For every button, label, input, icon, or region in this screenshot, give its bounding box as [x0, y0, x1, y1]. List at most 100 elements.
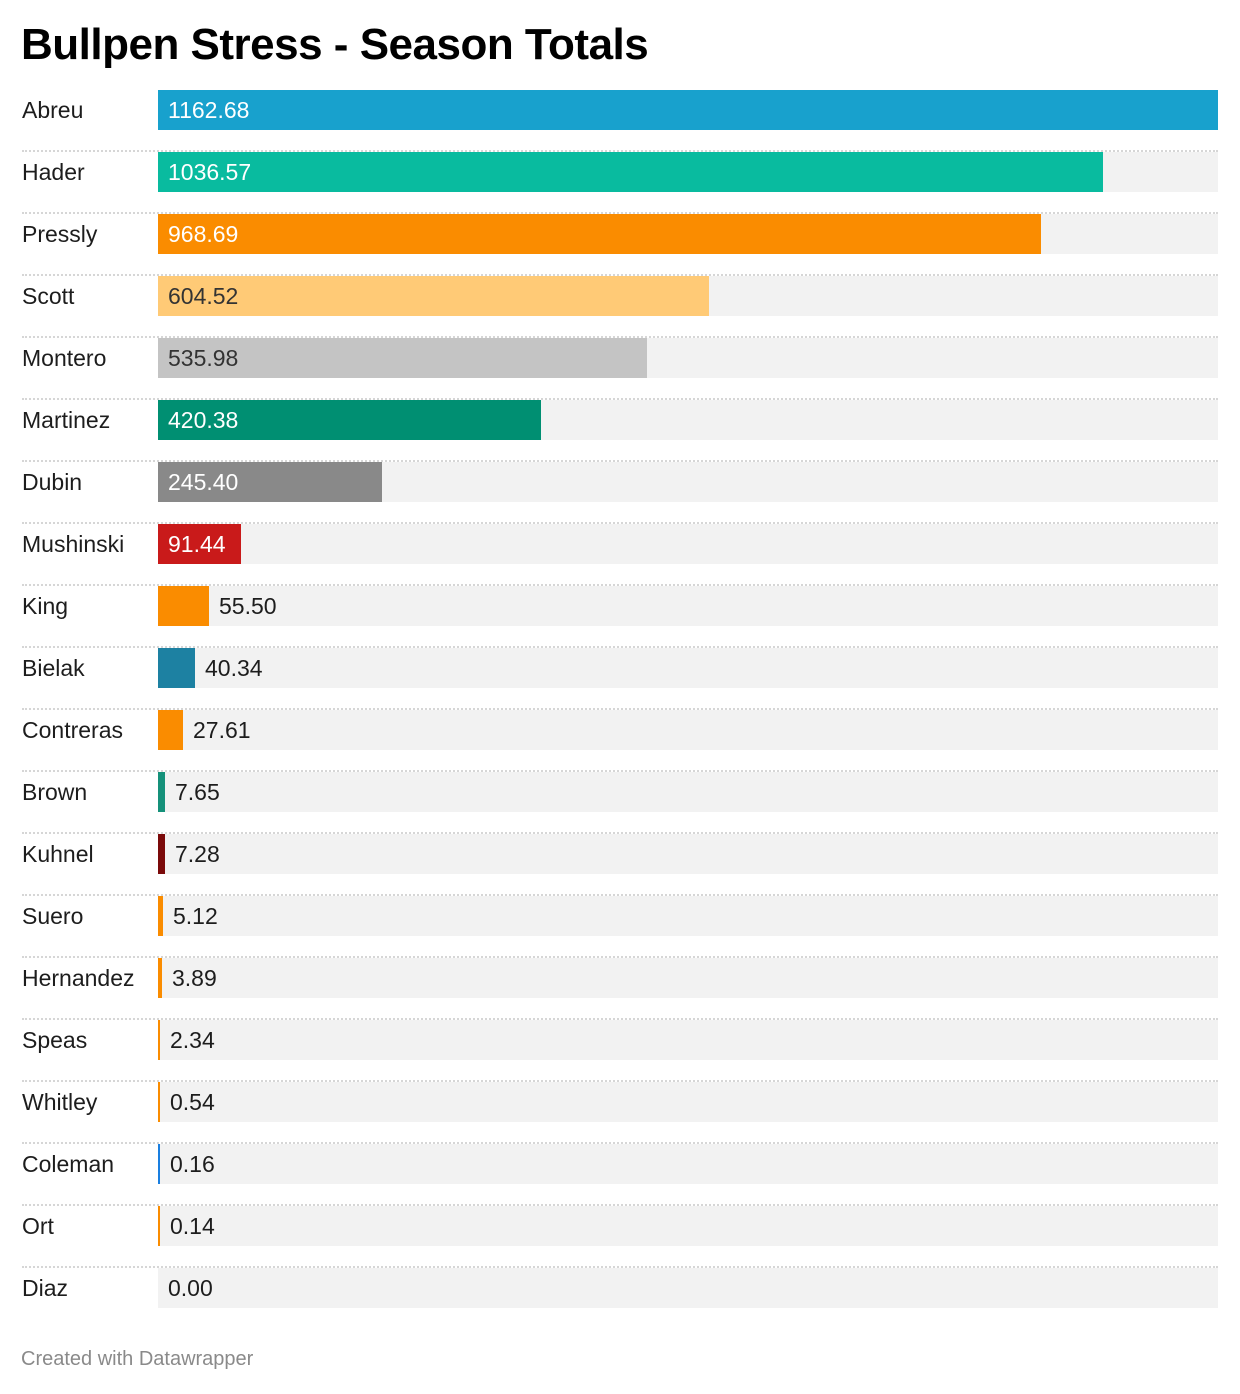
category-label: Abreu — [22, 97, 84, 123]
bar — [158, 586, 209, 626]
value-label: 245.40 — [168, 469, 239, 495]
row-separator — [22, 1204, 1218, 1206]
bar-row: Mushinski 91.44 — [22, 524, 1218, 586]
bar-track: 1162.68 — [158, 90, 1218, 130]
row-separator — [22, 646, 1218, 648]
bar-track: 7.28 — [158, 834, 1218, 874]
category-label: Kuhnel — [22, 841, 94, 867]
bar-track: 0.14 — [158, 1206, 1218, 1246]
category-label: Speas — [22, 1027, 88, 1053]
bar-track: 968.69 — [158, 214, 1218, 254]
bar — [158, 1206, 160, 1246]
row-separator — [22, 894, 1218, 896]
bar — [158, 648, 195, 688]
bar-track: 535.98 — [158, 338, 1218, 378]
bar-row: Martinez 420.38 — [22, 400, 1218, 462]
bar — [158, 1020, 160, 1060]
value-label: 0.54 — [170, 1089, 215, 1115]
bar — [158, 90, 1218, 130]
bar-row: Hader 1036.57 — [22, 152, 1218, 214]
bar-row: Kuhnel 7.28 — [22, 834, 1218, 896]
row-separator — [22, 212, 1218, 214]
category-label: Dubin — [22, 469, 83, 495]
bar — [158, 524, 241, 564]
value-label: 0.16 — [170, 1151, 215, 1177]
value-label: 40.34 — [205, 655, 263, 681]
bar-row: Speas 2.34 — [22, 1020, 1218, 1082]
bar — [158, 338, 647, 378]
category-label: Mushinski — [22, 531, 125, 557]
bar-row: King 55.50 — [22, 586, 1218, 648]
bar-row: Montero 535.98 — [22, 338, 1218, 400]
bar-row: Scott 604.52 — [22, 276, 1218, 338]
bar-track: 55.50 — [158, 586, 1218, 626]
value-label: 535.98 — [168, 345, 239, 371]
bar-track: 0.00 — [158, 1268, 1218, 1308]
bar-row: Diaz 0.00 — [22, 1268, 1218, 1330]
row-separator — [22, 956, 1218, 958]
category-label: Brown — [22, 779, 88, 805]
row-separator — [22, 1080, 1218, 1082]
value-label: 91.44 — [168, 531, 226, 557]
category-label: Bielak — [22, 655, 85, 681]
bar-track: 5.12 — [158, 896, 1218, 936]
value-label: 420.38 — [168, 407, 239, 433]
bar-track: 3.89 — [158, 958, 1218, 998]
bar-row: Pressly 968.69 — [22, 214, 1218, 276]
footer-credit[interactable]: Created with Datawrapper — [21, 1348, 254, 1370]
bar — [158, 710, 183, 750]
category-label: Scott — [22, 283, 75, 309]
value-label: 1162.68 — [168, 97, 250, 123]
bar — [158, 834, 165, 874]
row-separator — [22, 522, 1218, 524]
row-separator — [22, 832, 1218, 834]
value-label: 604.52 — [168, 283, 239, 309]
row-separator — [22, 398, 1218, 400]
bar-track: 245.40 — [158, 462, 1218, 502]
category-label: Diaz — [22, 1275, 69, 1301]
category-label: Contreras — [22, 717, 123, 743]
bar — [158, 958, 162, 998]
row-separator — [22, 1142, 1218, 1144]
category-label: Montero — [22, 345, 107, 371]
bar-row: Hernandez 3.89 — [22, 958, 1218, 1020]
bar-track: 27.61 — [158, 710, 1218, 750]
category-label: Coleman — [22, 1151, 115, 1177]
bar — [158, 896, 163, 936]
bar — [158, 214, 1041, 254]
value-label: 968.69 — [168, 221, 239, 247]
bar-row: Dubin 245.40 — [22, 462, 1218, 524]
bar — [158, 276, 709, 316]
bar-track: 604.52 — [158, 276, 1218, 316]
row-separator — [22, 770, 1218, 772]
value-label: 7.28 — [175, 841, 220, 867]
bar — [158, 400, 541, 440]
bar-row: Abreu 1162.68 — [22, 90, 1218, 152]
bar-track: 1036.57 — [158, 152, 1218, 192]
bar-row: Ort 0.14 — [22, 1206, 1218, 1268]
value-label: 27.61 — [193, 717, 251, 743]
row-separator — [22, 336, 1218, 338]
category-label: Pressly — [22, 221, 98, 247]
row-separator — [22, 1018, 1218, 1020]
chart-title: Bullpen Stress - Season Totals — [21, 20, 649, 69]
bar — [158, 772, 165, 812]
value-label: 5.12 — [173, 903, 218, 929]
row-separator — [22, 274, 1218, 276]
bar — [158, 462, 382, 502]
category-label: Hernandez — [22, 965, 135, 991]
bar — [158, 1082, 160, 1122]
category-label: Martinez — [22, 407, 111, 433]
category-label: King — [22, 593, 69, 619]
value-label: 55.50 — [219, 593, 277, 619]
bar-track: 91.44 — [158, 524, 1218, 564]
row-separator — [22, 150, 1218, 152]
value-label: 3.89 — [172, 965, 217, 991]
bar-row: Suero 5.12 — [22, 896, 1218, 958]
value-label: 7.65 — [175, 779, 220, 805]
bar — [158, 1144, 160, 1184]
value-label: 0.00 — [168, 1275, 213, 1301]
row-separator — [22, 708, 1218, 710]
bar-row: Brown 7.65 — [22, 772, 1218, 834]
